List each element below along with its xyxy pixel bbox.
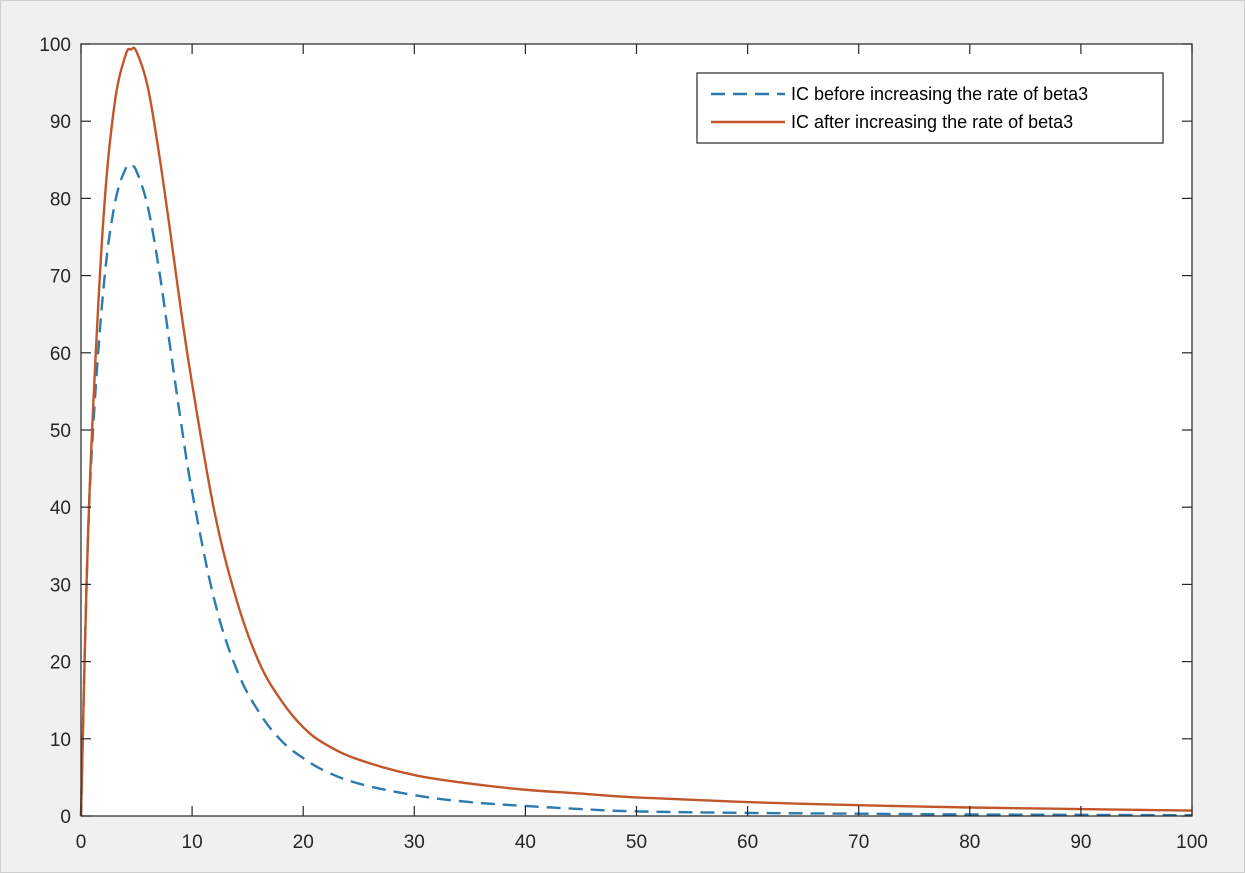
x-tick-label: 90	[1070, 832, 1091, 853]
x-tick-label: 40	[515, 832, 536, 853]
x-tick-label: 30	[404, 832, 425, 853]
x-tick-label: 70	[848, 832, 869, 853]
y-tick-label: 20	[50, 653, 71, 674]
y-tick-label: 60	[50, 344, 71, 365]
x-tick-label: 10	[182, 832, 203, 853]
y-tick-label: 50	[50, 421, 71, 442]
y-tick-label: 10	[50, 730, 71, 751]
x-tick-label: 20	[293, 832, 314, 853]
y-tick-label: 80	[50, 189, 71, 210]
y-tick-label: 90	[50, 112, 71, 133]
y-tick-label: 70	[50, 267, 71, 288]
series-layer	[79, 46, 1193, 817]
x-tick-label: 100	[1176, 832, 1208, 853]
y-tick-label: 30	[50, 575, 71, 596]
legend-label-0: IC before increasing the rate of beta3	[791, 84, 1088, 104]
y-tick-label: 0	[60, 807, 71, 828]
series-line-1	[79, 46, 1193, 817]
legend: IC before increasing the rate of beta3 IC…	[696, 72, 1164, 144]
legend-box	[696, 72, 1164, 144]
y-tick-label: 40	[50, 498, 71, 519]
x-tick-label: 50	[626, 832, 647, 853]
x-tick-label: 0	[76, 832, 87, 853]
x-tick-label: 80	[959, 832, 980, 853]
plot-area	[81, 44, 1192, 816]
ticks-layer: 0 10 20 30 40 50 60 70 80 90 100 0 10 20 30 40 50 60 70 80 9…	[39, 35, 1208, 853]
y-tick-label: 100	[39, 35, 71, 56]
series-line-0	[79, 163, 1193, 817]
legend-label-1: IC after increasing the rate of beta3	[791, 112, 1073, 132]
x-tick-label: 60	[737, 832, 758, 853]
